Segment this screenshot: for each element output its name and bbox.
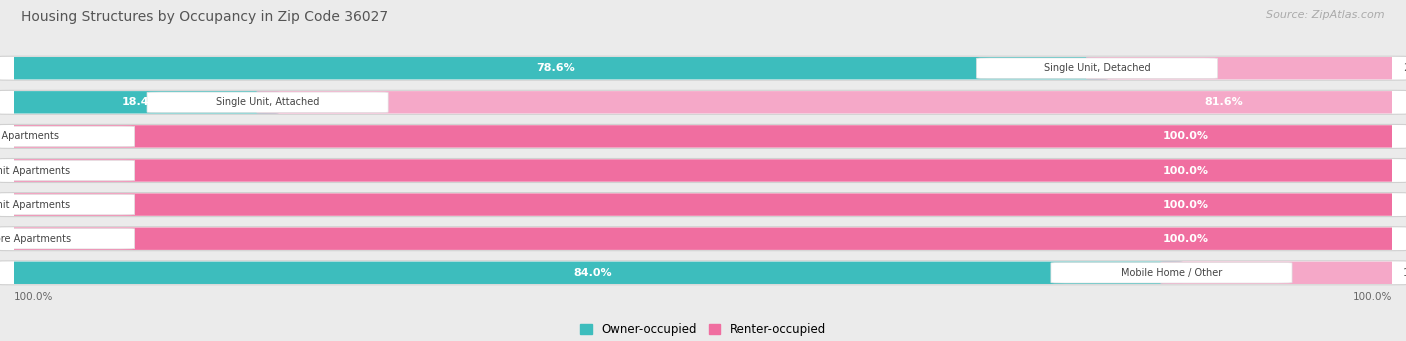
Text: Single Unit, Detached: Single Unit, Detached: [1043, 63, 1150, 73]
Text: 100.0%: 100.0%: [1163, 165, 1208, 176]
FancyBboxPatch shape: [1160, 262, 1403, 284]
FancyBboxPatch shape: [3, 125, 1403, 148]
FancyBboxPatch shape: [0, 228, 135, 249]
FancyBboxPatch shape: [0, 124, 1406, 148]
Text: Single Unit, Attached: Single Unit, Attached: [217, 97, 319, 107]
FancyBboxPatch shape: [3, 193, 1403, 216]
Text: 21.4%: 21.4%: [1403, 63, 1406, 73]
FancyBboxPatch shape: [3, 91, 278, 114]
Text: 2 Unit Apartments: 2 Unit Apartments: [0, 131, 59, 142]
Text: Housing Structures by Occupancy in Zip Code 36027: Housing Structures by Occupancy in Zip C…: [21, 10, 388, 24]
FancyBboxPatch shape: [0, 193, 1406, 217]
FancyBboxPatch shape: [3, 262, 1182, 284]
FancyBboxPatch shape: [0, 126, 135, 147]
FancyBboxPatch shape: [0, 90, 1406, 114]
FancyBboxPatch shape: [3, 159, 1403, 182]
Text: 3 or 4 Unit Apartments: 3 or 4 Unit Apartments: [0, 165, 70, 176]
FancyBboxPatch shape: [0, 261, 1406, 285]
Text: 84.0%: 84.0%: [574, 268, 612, 278]
FancyBboxPatch shape: [256, 91, 1403, 114]
Text: 100.0%: 100.0%: [1163, 199, 1208, 210]
Text: Source: ZipAtlas.com: Source: ZipAtlas.com: [1267, 10, 1385, 20]
Text: 81.6%: 81.6%: [1204, 97, 1243, 107]
FancyBboxPatch shape: [0, 159, 1406, 182]
Text: 10 or more Apartments: 10 or more Apartments: [0, 234, 72, 244]
Text: 100.0%: 100.0%: [1353, 292, 1392, 302]
FancyBboxPatch shape: [977, 58, 1218, 78]
Text: 100.0%: 100.0%: [14, 292, 53, 302]
FancyBboxPatch shape: [3, 227, 1403, 250]
FancyBboxPatch shape: [0, 160, 135, 181]
FancyBboxPatch shape: [148, 92, 388, 113]
FancyBboxPatch shape: [0, 194, 135, 215]
FancyBboxPatch shape: [1050, 263, 1292, 283]
FancyBboxPatch shape: [0, 227, 1406, 251]
Text: 18.4%: 18.4%: [121, 97, 160, 107]
FancyBboxPatch shape: [1085, 57, 1403, 79]
FancyBboxPatch shape: [3, 57, 1108, 79]
Text: 100.0%: 100.0%: [1163, 234, 1208, 244]
Text: 100.0%: 100.0%: [1163, 131, 1208, 142]
Legend: Owner-occupied, Renter-occupied: Owner-occupied, Renter-occupied: [575, 318, 831, 341]
FancyBboxPatch shape: [0, 56, 1406, 80]
Text: Mobile Home / Other: Mobile Home / Other: [1121, 268, 1222, 278]
Text: 78.6%: 78.6%: [536, 63, 575, 73]
Text: 16.0%: 16.0%: [1403, 268, 1406, 278]
Text: 5 to 9 Unit Apartments: 5 to 9 Unit Apartments: [0, 199, 70, 210]
